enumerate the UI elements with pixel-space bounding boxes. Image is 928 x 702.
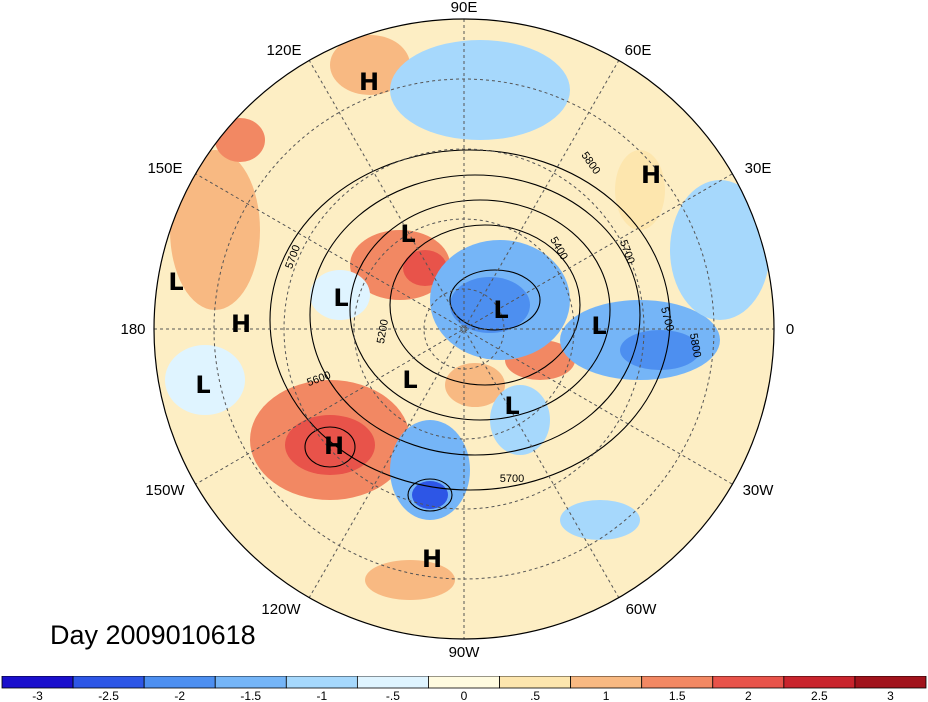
lon-label: 150E <box>147 160 182 177</box>
colorbar-box <box>499 676 572 689</box>
pressure-system-markers: H H H H H L L L L L L L L L <box>168 68 661 573</box>
lon-label: 60E <box>625 42 652 59</box>
map-boundary <box>153 18 775 640</box>
lon-label: 120W <box>261 601 301 618</box>
lon-label: 90W <box>449 644 481 661</box>
contour-label: 5700 <box>500 473 524 485</box>
colorbar-tick-label: -1.5 <box>240 689 261 702</box>
lon-label: 0 <box>786 321 794 338</box>
date-label: Day 2009010618 <box>50 620 256 650</box>
high-pressure-marker: H <box>422 545 442 573</box>
lon-label: 120E <box>266 42 301 59</box>
low-pressure-marker: L <box>591 312 606 340</box>
colorbar-box <box>143 676 216 689</box>
low-pressure-marker: L <box>333 284 348 312</box>
contour-label: 5800 <box>687 332 703 358</box>
low-pressure-marker: L <box>400 220 415 248</box>
low-pressure-marker: L <box>168 268 183 296</box>
lon-label: 60W <box>626 601 658 618</box>
lon-label: 30E <box>745 160 772 177</box>
colorbar-box <box>72 676 145 689</box>
longitude-labels: 90E 60E 30E 0 30W 60W 90W 120W 150W 180 … <box>120 0 794 661</box>
colorbar-box <box>783 676 856 689</box>
colorbar-tick-label: 0 <box>461 689 468 702</box>
polar-stereographic-map: 90E 60E 30E 0 30W 60W 90W 120W 150W 180 … <box>120 0 794 661</box>
colorbar-tick-label: 2.5 <box>811 689 828 702</box>
colorbar-tick-label: -1 <box>317 689 328 702</box>
low-pressure-marker: L <box>493 296 508 324</box>
lon-label: 30W <box>743 482 775 499</box>
colorbar-box <box>285 676 358 689</box>
lon-label: 90E <box>451 0 478 16</box>
colorbar-box <box>428 676 500 689</box>
colorbar: -3 -2.5 -2 -1.5 -1 -.5 0 .5 1 1.5 2 2.5 3 <box>1 676 927 702</box>
high-pressure-marker: H <box>231 310 251 338</box>
colorbar-ticks: -3 -2.5 -2 -1.5 -1 -.5 0 .5 1 1.5 2 2.5 3 <box>32 689 894 702</box>
colorbar-tick-label: 1 <box>603 689 610 702</box>
colorbar-tick-label: 3 <box>887 689 894 702</box>
contour-label: 5200 <box>375 318 391 344</box>
low-pressure-marker: L <box>402 366 417 394</box>
colorbar-tick-label: -.5 <box>386 689 400 702</box>
colorbar-box <box>641 676 714 689</box>
colorbar-tick-label: .5 <box>530 689 540 702</box>
graticule <box>154 19 774 639</box>
low-pressure-marker: L <box>195 371 210 399</box>
colorbar-box <box>356 676 429 689</box>
high-pressure-marker: H <box>641 161 661 189</box>
colorbar-tick-label: -3 <box>32 689 43 702</box>
colorbar-box <box>712 676 785 689</box>
low-pressure-marker: L <box>504 392 519 420</box>
colorbar-boxes <box>1 676 927 689</box>
colorbar-box <box>570 676 643 689</box>
lon-label: 150W <box>145 482 185 499</box>
colorbar-box <box>854 676 927 689</box>
colorbar-tick-label: 1.5 <box>669 689 686 702</box>
high-pressure-marker: H <box>359 68 379 96</box>
high-pressure-marker: H <box>324 432 344 460</box>
colorbar-tick-label: -2.5 <box>98 689 119 702</box>
height-contours <box>269 149 671 512</box>
colorbar-box <box>1 676 74 689</box>
colorbar-tick-label: -2 <box>174 689 185 702</box>
colorbar-box <box>214 676 287 689</box>
lon-label: 180 <box>120 321 145 338</box>
colorbar-tick-label: 2 <box>745 689 752 702</box>
